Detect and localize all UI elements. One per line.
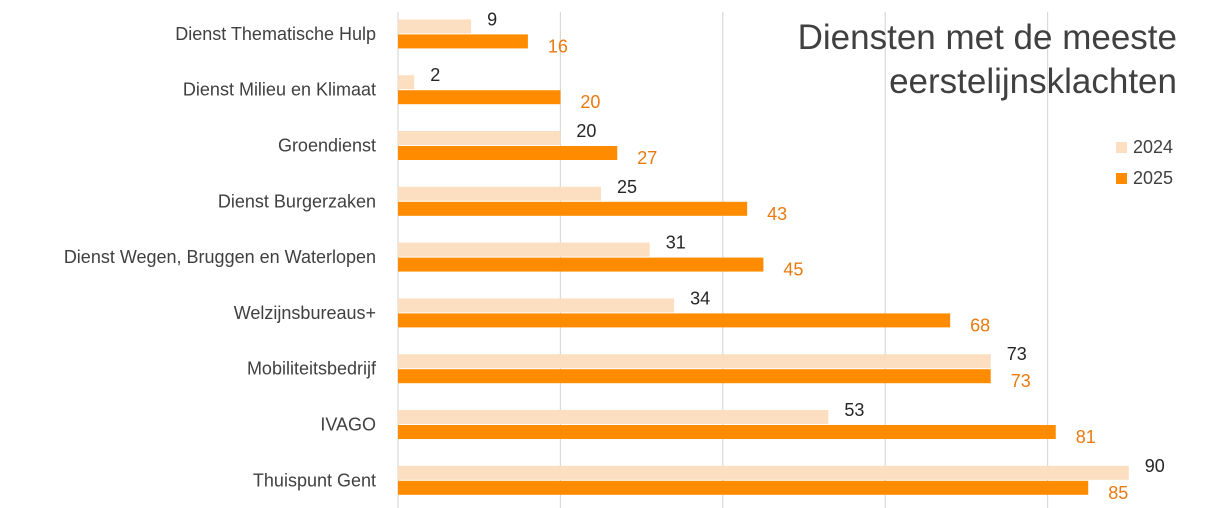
data-label-2024: 31 — [666, 233, 686, 253]
data-label-2024: 90 — [1145, 456, 1165, 476]
legend-item-2025: 2025 — [1116, 163, 1173, 194]
data-label-2024: 53 — [844, 400, 864, 420]
bar-2024 — [398, 75, 415, 90]
data-label-2025: 20 — [580, 92, 600, 112]
legend-label-2025: 2025 — [1133, 168, 1174, 188]
data-label-2025: 85 — [1108, 483, 1128, 503]
bar-2025 — [398, 146, 618, 160]
category-label: Welzijnsbureaus+ — [234, 303, 376, 323]
category-label: Mobiliteitsbedrijf — [247, 359, 377, 379]
bar-2025 — [398, 90, 561, 105]
bar-2024 — [398, 19, 472, 34]
category-label: Dienst Thematische Hulp — [175, 24, 376, 44]
data-label-2025: 27 — [637, 148, 657, 168]
bar-2025 — [398, 34, 528, 49]
bar-2024 — [398, 242, 650, 257]
bar-2024 — [398, 465, 1129, 480]
data-label-2025: 45 — [783, 260, 803, 280]
data-label-2024: 20 — [576, 121, 596, 141]
data-label-2025: 16 — [548, 36, 568, 56]
bar-2024 — [398, 298, 675, 313]
data-label-2024: 25 — [617, 177, 637, 197]
data-label-2025: 73 — [1011, 371, 1031, 391]
category-label: Dienst Burgerzaken — [218, 191, 376, 211]
chart-title: Diensten met de meeste eerstelijnsklacht… — [798, 16, 1177, 104]
data-label-2025: 81 — [1076, 427, 1096, 447]
bar-2025 — [398, 425, 1056, 439]
data-label-2024: 2 — [430, 65, 440, 85]
category-label: Groendienst — [278, 136, 376, 156]
legend-item-2024: 2024 — [1116, 132, 1173, 163]
legend-swatch-2024 — [1116, 142, 1127, 153]
data-label-2025: 43 — [767, 204, 787, 224]
data-label-2025: 68 — [970, 315, 990, 335]
category-label: IVAGO — [320, 415, 376, 435]
bar-2025 — [398, 480, 1089, 495]
bar-2024 — [398, 131, 561, 145]
bar-2025 — [398, 201, 748, 216]
chart-title-line-2: eerstelijnsklachten — [889, 62, 1177, 101]
data-label-2024: 34 — [690, 288, 710, 308]
bar-2025 — [398, 369, 991, 384]
bar-2025 — [398, 313, 951, 328]
bar-2024 — [398, 410, 829, 424]
bar-2025 — [398, 257, 764, 272]
legend-swatch-2025 — [1116, 173, 1127, 184]
category-label: Dienst Milieu en Klimaat — [183, 80, 376, 100]
category-label: Dienst Wegen, Bruggen en Waterlopen — [64, 247, 376, 267]
chart-title-line-1: Diensten met de meeste — [797, 18, 1177, 57]
category-label: Thuispunt Gent — [253, 470, 376, 490]
bar-2024 — [398, 186, 601, 201]
data-label-2024: 73 — [1007, 344, 1027, 364]
bar-2024 — [398, 354, 991, 369]
legend-label-2024: 2024 — [1133, 137, 1174, 157]
chart-legend: 2024 2025 — [1116, 132, 1173, 194]
data-label-2024: 9 — [487, 9, 497, 29]
